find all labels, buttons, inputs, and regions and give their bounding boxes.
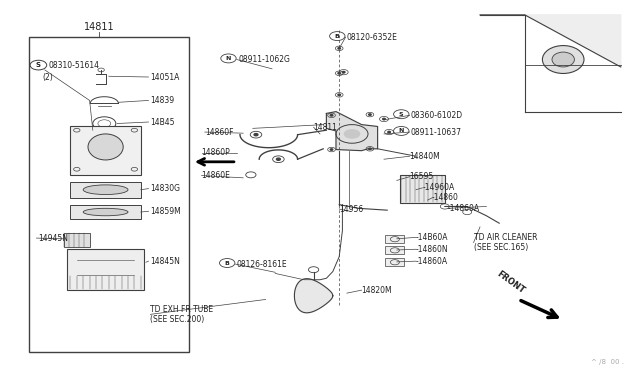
Bar xyxy=(70,205,141,219)
Text: 14860P: 14860P xyxy=(202,148,230,157)
Ellipse shape xyxy=(552,52,575,67)
Text: -14960A: -14960A xyxy=(422,183,454,192)
Text: 14860E: 14860E xyxy=(202,171,230,180)
Circle shape xyxy=(330,149,333,150)
Bar xyxy=(385,235,404,243)
Text: 14860F: 14860F xyxy=(205,128,234,137)
Circle shape xyxy=(276,158,280,160)
Text: 08911-10637: 08911-10637 xyxy=(411,128,462,137)
Text: 08120-6352E: 08120-6352E xyxy=(347,33,397,42)
Text: 08911-1062G: 08911-1062G xyxy=(238,55,290,64)
Text: 14845N: 14845N xyxy=(150,257,180,266)
Text: ^ /8  00 .: ^ /8 00 . xyxy=(591,359,624,365)
Circle shape xyxy=(369,114,371,115)
Text: N: N xyxy=(399,128,404,134)
Text: -14860A: -14860A xyxy=(448,204,480,213)
Bar xyxy=(70,182,141,198)
Text: 08360-6102D: 08360-6102D xyxy=(411,111,463,120)
Text: -14860A: -14860A xyxy=(416,257,448,266)
Bar xyxy=(67,249,144,290)
Text: 14945N: 14945N xyxy=(38,234,68,243)
Text: 14956: 14956 xyxy=(339,205,364,214)
Ellipse shape xyxy=(83,185,128,195)
Text: TD AIR CLEANER
(SEE SEC.165): TD AIR CLEANER (SEE SEC.165) xyxy=(474,233,537,252)
Text: 14051A: 14051A xyxy=(150,73,179,81)
Ellipse shape xyxy=(83,208,128,216)
Circle shape xyxy=(338,94,340,96)
Text: -14860N: -14860N xyxy=(416,245,449,254)
Polygon shape xyxy=(294,279,333,313)
Text: N: N xyxy=(226,56,231,61)
Text: TD EXH FR TUBE
(SEE SEC.200): TD EXH FR TUBE (SEE SEC.200) xyxy=(150,305,214,324)
Text: FRONT: FRONT xyxy=(495,270,526,296)
Text: 14830G: 14830G xyxy=(150,184,180,193)
Bar xyxy=(385,246,404,254)
Text: S: S xyxy=(36,62,41,68)
Text: -14860: -14860 xyxy=(432,193,459,202)
Circle shape xyxy=(330,115,333,116)
Text: S: S xyxy=(399,112,404,117)
Bar xyxy=(29,37,189,352)
Circle shape xyxy=(254,134,258,136)
Text: 14820M: 14820M xyxy=(362,286,392,295)
Circle shape xyxy=(388,131,390,133)
Text: 08126-8161E: 08126-8161E xyxy=(237,260,287,269)
Text: -14B60A: -14B60A xyxy=(416,233,449,242)
Text: 14B45: 14B45 xyxy=(150,118,174,126)
Polygon shape xyxy=(480,15,621,67)
Ellipse shape xyxy=(88,134,124,160)
Polygon shape xyxy=(326,112,378,151)
Circle shape xyxy=(369,148,371,150)
Circle shape xyxy=(338,73,340,74)
Bar xyxy=(385,258,404,266)
Text: 16595: 16595 xyxy=(410,172,434,181)
Text: B: B xyxy=(225,260,230,266)
Ellipse shape xyxy=(543,46,584,74)
Bar xyxy=(70,126,141,175)
Bar xyxy=(400,175,445,203)
Text: 14840M: 14840M xyxy=(410,152,440,161)
Bar xyxy=(64,233,90,247)
Text: 14811: 14811 xyxy=(314,123,337,132)
Circle shape xyxy=(338,48,340,49)
Text: 14811: 14811 xyxy=(84,22,115,32)
Text: 14859M: 14859M xyxy=(150,207,180,216)
Circle shape xyxy=(342,71,345,73)
Circle shape xyxy=(344,129,360,139)
Text: 14839: 14839 xyxy=(150,96,174,105)
Text: 08310-51614: 08310-51614 xyxy=(49,61,100,70)
Text: (2): (2) xyxy=(42,73,53,81)
Circle shape xyxy=(383,118,385,120)
Text: B: B xyxy=(335,33,340,39)
